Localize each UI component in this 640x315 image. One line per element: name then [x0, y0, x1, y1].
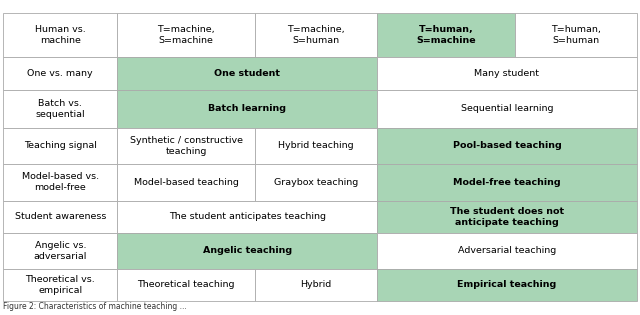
Bar	[377, 89, 637, 128]
Text: Student awareness: Student awareness	[15, 212, 106, 221]
Text: T=human,
S=human: T=human, S=human	[551, 25, 601, 45]
Bar	[255, 164, 377, 201]
Bar	[117, 13, 255, 57]
Bar	[377, 164, 637, 201]
Text: Synthetic / constructive
teaching: Synthetic / constructive teaching	[130, 136, 243, 156]
Bar	[117, 57, 377, 89]
Text: T=machine,
S=human: T=machine, S=human	[287, 25, 345, 45]
Bar	[255, 13, 377, 57]
Text: Empirical teaching: Empirical teaching	[458, 280, 557, 289]
Bar	[117, 164, 255, 201]
Text: Hybrid teaching: Hybrid teaching	[278, 141, 354, 151]
Text: Many student: Many student	[474, 69, 540, 78]
Text: Human vs.
machine: Human vs. machine	[35, 25, 86, 45]
Bar	[3, 164, 117, 201]
Text: The student anticipates teaching: The student anticipates teaching	[169, 212, 326, 221]
Text: Model-based teaching: Model-based teaching	[134, 178, 239, 187]
Bar	[255, 128, 377, 164]
Bar	[3, 128, 117, 164]
Text: Hybrid: Hybrid	[300, 280, 332, 289]
Bar	[3, 233, 117, 269]
Text: One student: One student	[214, 69, 280, 78]
Bar	[3, 201, 117, 233]
Bar	[3, 13, 117, 57]
Bar	[377, 128, 637, 164]
Text: Teaching signal: Teaching signal	[24, 141, 97, 151]
Bar	[377, 201, 637, 233]
Bar	[117, 269, 255, 301]
Text: Model-based vs.
model-free: Model-based vs. model-free	[22, 172, 99, 192]
Text: T=human,
S=machine: T=human, S=machine	[416, 25, 476, 45]
Bar	[255, 269, 377, 301]
Bar	[377, 57, 637, 89]
Bar	[515, 13, 637, 57]
Bar	[117, 201, 377, 233]
Text: Sequential learning: Sequential learning	[461, 104, 553, 113]
Bar	[117, 233, 377, 269]
Text: Graybox teaching: Graybox teaching	[274, 178, 358, 187]
Text: Pool-based teaching: Pool-based teaching	[452, 141, 561, 151]
Bar	[3, 269, 117, 301]
Bar	[117, 128, 255, 164]
Text: One vs. many: One vs. many	[28, 69, 93, 78]
Text: Figure 2: Characteristics of machine teaching ...: Figure 2: Characteristics of machine tea…	[3, 302, 187, 312]
Bar	[3, 89, 117, 128]
Text: Adversarial teaching: Adversarial teaching	[458, 246, 556, 255]
Bar	[3, 57, 117, 89]
Bar	[377, 233, 637, 269]
Text: T=machine,
S=machine: T=machine, S=machine	[157, 25, 215, 45]
Text: Angelic teaching: Angelic teaching	[203, 246, 292, 255]
Text: Theoretical vs.
empirical: Theoretical vs. empirical	[26, 275, 95, 295]
Text: Theoretical teaching: Theoretical teaching	[138, 280, 235, 289]
Text: Angelic vs.
adversarial: Angelic vs. adversarial	[33, 241, 87, 261]
Text: Batch learning: Batch learning	[208, 104, 286, 113]
Text: Model-free teaching: Model-free teaching	[453, 178, 561, 187]
Bar	[117, 89, 377, 128]
Bar	[377, 13, 515, 57]
Text: Batch vs.
sequential: Batch vs. sequential	[35, 99, 85, 119]
Bar	[377, 269, 637, 301]
Text: The student does not
anticipate teaching: The student does not anticipate teaching	[450, 207, 564, 227]
